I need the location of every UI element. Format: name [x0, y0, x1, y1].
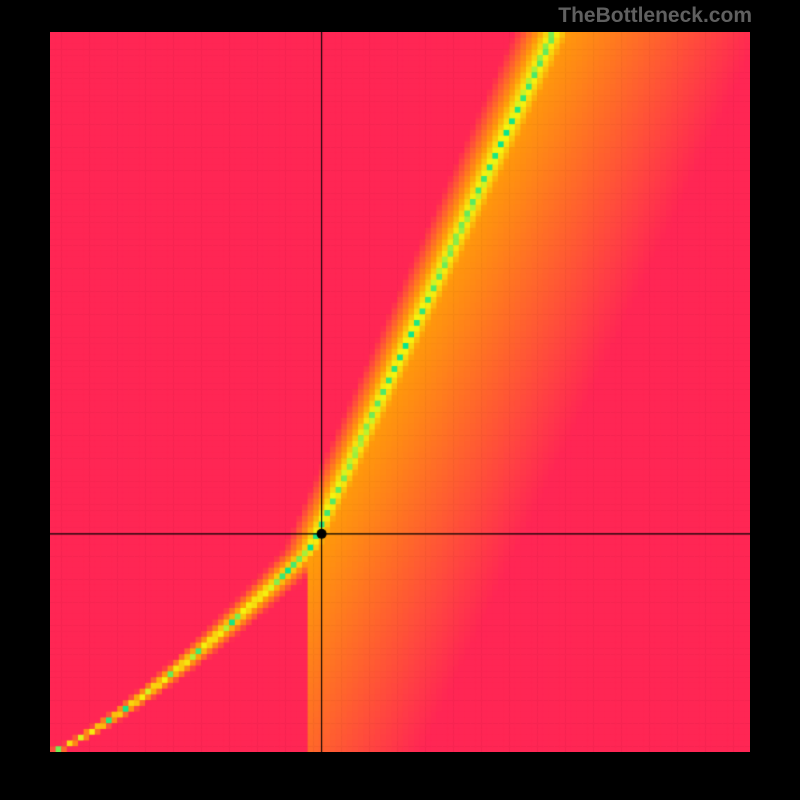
bottleneck-heatmap — [50, 32, 750, 752]
watermark-text: TheBottleneck.com — [558, 4, 752, 28]
heatmap-canvas — [50, 32, 750, 752]
